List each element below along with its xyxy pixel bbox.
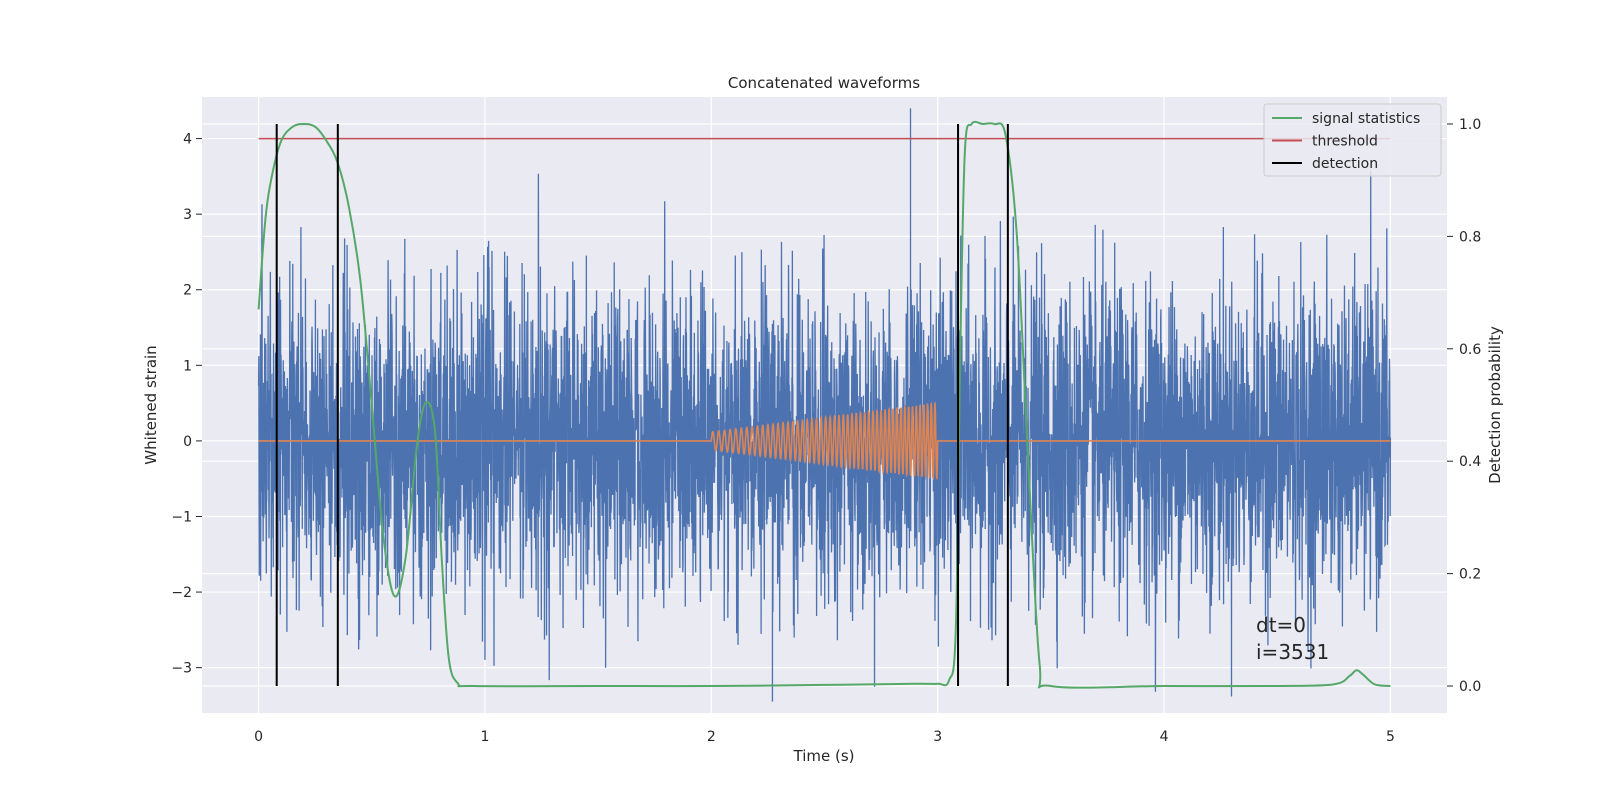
x-tick-label: 0 bbox=[254, 729, 263, 745]
legend-label: threshold bbox=[1312, 134, 1378, 150]
x-tick-label: 5 bbox=[1386, 729, 1395, 745]
y-right-tick-label: 0.0 bbox=[1459, 679, 1481, 695]
x-axis-label: Time (s) bbox=[793, 747, 855, 765]
axes: 0 1 2 3 4 5 −3 −2 −1 0 1 2 3 4 0.0 0.2 0.4 0.6 0.8 1.0 bbox=[171, 117, 1481, 745]
legend-label: detection bbox=[1312, 156, 1378, 172]
y-left-tick-label: 0 bbox=[183, 434, 192, 450]
y-left-tick-label: −1 bbox=[171, 509, 192, 525]
y-axis-label-right: Detection probability bbox=[1486, 326, 1504, 484]
y-axis-label-left: Whitened strain bbox=[142, 345, 160, 464]
y-left-tick-label: 2 bbox=[183, 283, 192, 299]
y-right-tick-label: 0.6 bbox=[1459, 342, 1481, 358]
legend-label: signal statistics bbox=[1312, 111, 1420, 127]
y-left-tick-label: −2 bbox=[171, 585, 192, 601]
x-tick-label: 3 bbox=[933, 729, 942, 745]
y-left-tick-label: 4 bbox=[183, 132, 192, 148]
signal-statistics-line bbox=[257, 120, 1391, 689]
annotation: dt=0 i=3531 bbox=[1256, 613, 1329, 664]
whitened-strain-line bbox=[257, 108, 1392, 702]
y-right-tick-label: 1.0 bbox=[1459, 117, 1481, 133]
legend: signal statistics threshold detection bbox=[1263, 103, 1442, 177]
injected-waveform-line bbox=[258, 401, 1391, 481]
x-tick-label: 2 bbox=[707, 729, 716, 745]
y-right-tick-label: 0.8 bbox=[1459, 229, 1481, 245]
annotation-i: i=3531 bbox=[1256, 640, 1329, 664]
plot-content bbox=[257, 108, 1392, 702]
chart-title: Concatenated waveforms bbox=[728, 74, 920, 92]
x-tick-label: 1 bbox=[480, 729, 489, 745]
x-tick-label: 4 bbox=[1160, 729, 1169, 745]
annotation-dt: dt=0 bbox=[1256, 613, 1306, 637]
y-right-tick-label: 0.2 bbox=[1459, 567, 1481, 583]
legend-box bbox=[1263, 103, 1442, 177]
y-left-tick-label: −3 bbox=[171, 661, 192, 677]
y-left-tick-label: 1 bbox=[183, 358, 192, 374]
y-right-tick-label: 0.4 bbox=[1459, 454, 1481, 470]
y-left-tick-label: 3 bbox=[183, 207, 192, 223]
